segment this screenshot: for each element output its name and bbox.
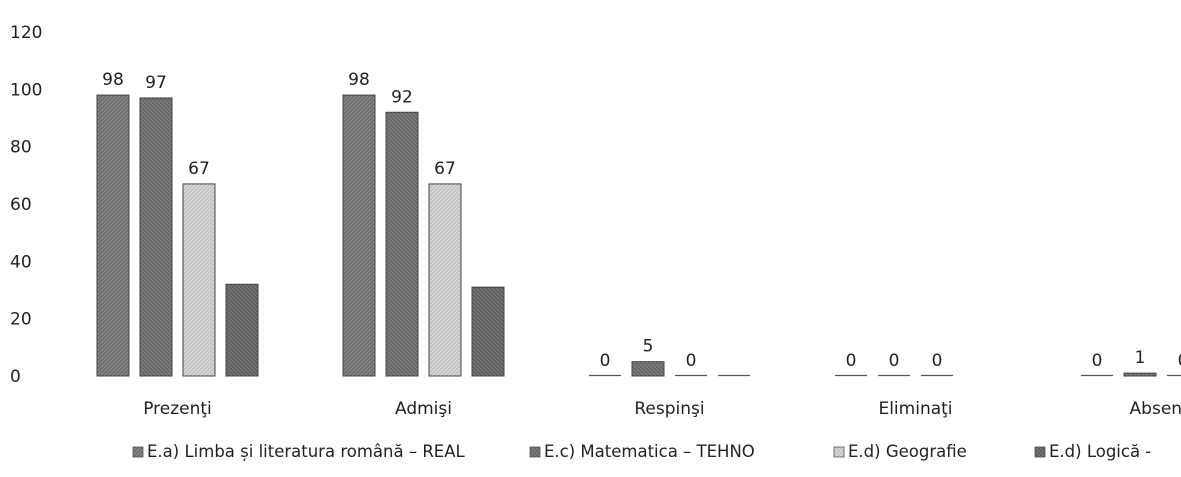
legend-label-1: E.a) Limba și literatura română – REAL [147, 442, 466, 461]
y-tick-label-0: 0 [10, 367, 21, 387]
legend-swatch-4 [1034, 446, 1046, 458]
category-label-0: Prezenţi [143, 399, 212, 419]
data-label-s1-4: 0 [1092, 351, 1103, 371]
data-label-s1-3: 0 [846, 351, 857, 371]
x-axis: Prezenţi Admişi Respinşi Eliminaţi Absenţi [143, 399, 1181, 419]
legend-swatch-2 [529, 446, 541, 458]
bar-s2-1 [385, 111, 419, 377]
bar-s4-0 [225, 283, 259, 377]
data-label-s3-2: 0 [686, 351, 697, 371]
category-label-1: Admişi [395, 399, 452, 419]
data-label-s3-4: 0 [1178, 351, 1181, 371]
category-label-2: Respinşi [634, 399, 704, 419]
y-tick-label-100: 100 [10, 80, 42, 100]
data-label-s1-1: 98 [348, 70, 370, 90]
bar-s1-0 [96, 94, 130, 377]
bar-s3-1 [428, 183, 462, 377]
category-label-4: Absenţi [1130, 399, 1181, 419]
legend: E.a) Limba și literatura română – REAL E.… [132, 442, 1151, 461]
bar-s1-1 [342, 94, 376, 377]
data-label-s2-2: 5 [643, 337, 654, 357]
bar-s3-0 [182, 183, 216, 377]
data-label-s1-0: 98 [102, 70, 124, 90]
data-label-s2-4: 1 [1135, 348, 1146, 368]
data-label-s3-3: 0 [932, 351, 943, 371]
legend-swatch-1 [132, 446, 144, 458]
y-tick-label-80: 80 [10, 138, 32, 158]
category-label-3: Eliminaţi [878, 399, 952, 419]
legend-label-2: E.c) Matematica – TEHNO [544, 442, 755, 461]
y-axis: 0 20 40 60 80 100 120 [10, 23, 42, 387]
legend-label-4: E.d) Logică - [1049, 442, 1151, 461]
bar-s2-2 [631, 361, 665, 377]
data-label-s2-1: 92 [391, 87, 413, 107]
data-label-s3-0: 67 [188, 159, 210, 179]
plot-area: 98 97 67 98 92 67 0 5 0 0 0 0 0 1 0 [96, 70, 1181, 377]
bar-s2-4 [1123, 372, 1157, 377]
legend-label-3: E.d) Geografie [848, 442, 967, 461]
legend-swatch-3 [833, 446, 845, 458]
data-label-s1-2: 0 [600, 351, 611, 371]
data-label-s2-3: 0 [889, 351, 900, 371]
data-label-s2-0: 97 [145, 73, 167, 93]
y-tick-label-60: 60 [10, 195, 32, 215]
y-tick-label-120: 120 [10, 23, 42, 43]
y-tick-label-40: 40 [10, 252, 32, 272]
y-tick-label-20: 20 [10, 310, 32, 330]
bar-s4-1 [471, 286, 505, 377]
bar-s2-0 [139, 97, 173, 377]
data-label-s3-1: 67 [434, 159, 456, 179]
